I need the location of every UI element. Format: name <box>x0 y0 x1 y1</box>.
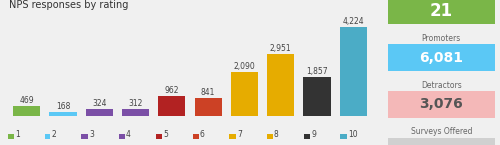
Text: 2,951: 2,951 <box>270 44 291 53</box>
Text: 3,076: 3,076 <box>420 97 463 112</box>
Bar <box>13 106 40 116</box>
Text: Detractors: Detractors <box>421 80 462 89</box>
Bar <box>231 72 258 116</box>
Bar <box>50 113 76 116</box>
Text: 9: 9 <box>311 130 316 139</box>
Bar <box>304 77 330 116</box>
Text: 1: 1 <box>15 130 20 139</box>
Text: 962: 962 <box>164 86 179 95</box>
Text: 312: 312 <box>128 99 143 108</box>
Bar <box>158 96 186 116</box>
Text: 8: 8 <box>274 130 279 139</box>
Text: 14,198: 14,198 <box>414 144 468 145</box>
Text: 4: 4 <box>126 130 131 139</box>
Text: 5: 5 <box>163 130 168 139</box>
Text: 168: 168 <box>56 102 70 111</box>
Text: 6: 6 <box>200 130 205 139</box>
Text: 7: 7 <box>237 130 242 139</box>
Bar <box>340 27 367 116</box>
Text: 4,224: 4,224 <box>342 17 364 26</box>
Bar <box>194 98 222 116</box>
Text: 1,857: 1,857 <box>306 67 328 76</box>
Bar <box>122 109 149 116</box>
Text: 10: 10 <box>348 130 358 139</box>
Text: 469: 469 <box>20 96 34 105</box>
Text: 324: 324 <box>92 99 106 108</box>
Text: 3: 3 <box>89 130 94 139</box>
Text: Promoters: Promoters <box>422 34 461 43</box>
Text: 2: 2 <box>52 130 57 139</box>
Text: 21: 21 <box>430 2 453 20</box>
Bar <box>86 109 113 116</box>
Bar <box>267 54 294 116</box>
Text: 2,090: 2,090 <box>234 62 256 71</box>
Text: 841: 841 <box>201 88 216 97</box>
Text: Surveys Offered: Surveys Offered <box>410 127 472 136</box>
Text: 6,081: 6,081 <box>419 51 463 65</box>
Text: NPS responses by rating: NPS responses by rating <box>8 0 128 10</box>
